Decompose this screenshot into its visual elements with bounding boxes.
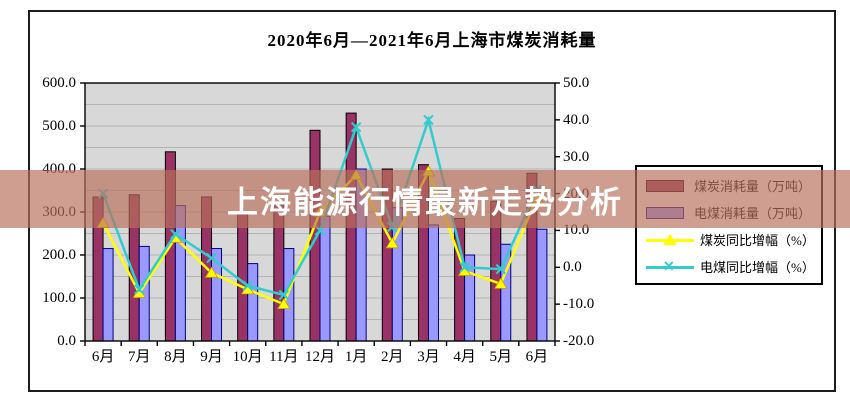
- x-marker: [495, 263, 506, 275]
- x-marker: [242, 280, 253, 291]
- triangle-marker: [385, 237, 400, 249]
- x-axis-month-label: 12月: [304, 349, 335, 365]
- right-axis-tick-label: 0.0: [563, 259, 582, 276]
- bar: [237, 213, 249, 342]
- x-axis-month-label: 4月: [453, 349, 476, 365]
- x-axis-month-label: 2月: [381, 349, 404, 365]
- right-axis-tick-label: 50.0: [563, 75, 590, 91]
- triangle-marker-icon: [663, 233, 677, 245]
- bar: [536, 228, 548, 342]
- legend-item-label: 电煤同比增幅（%）: [700, 260, 815, 275]
- x-axis-month-label: 11月: [269, 349, 299, 365]
- bar: [247, 263, 259, 342]
- legend-line-swatch-icon: ✕: [646, 257, 694, 274]
- triangle-marker: [204, 266, 219, 278]
- x-axis-month-label: 1月: [344, 349, 368, 365]
- x-axis-month-label: 8月: [164, 349, 187, 365]
- left-axis-tick-label: 500.0: [42, 118, 76, 134]
- triangle-marker: [277, 297, 291, 310]
- legend-item: ✕ 电煤同比增幅（%）: [637, 253, 821, 280]
- triangle-marker: [494, 277, 508, 289]
- x-marker: [206, 252, 217, 264]
- right-axis-tick-label: -20.0: [563, 333, 595, 349]
- left-axis-tick-label: 600.0: [42, 75, 76, 91]
- x-marker: [350, 122, 362, 133]
- x-marker: [134, 284, 145, 295]
- legend-item-label: 煤炭同比增幅（%）: [700, 233, 815, 248]
- chart-title: 2020年6月—2021年6月上海市煤炭消耗量: [267, 31, 597, 50]
- x-axis-month-label: 10月: [232, 349, 263, 365]
- legend-item: 煤炭同比增幅（%）: [637, 226, 821, 253]
- bar: [427, 224, 439, 342]
- x-axis-month-label: 6月: [525, 349, 549, 365]
- x-axis-month-label: 6月: [91, 349, 115, 365]
- x-marker-icon: ✕: [663, 257, 675, 274]
- bar: [102, 248, 114, 342]
- left-axis-tick-label: 200.0: [42, 247, 76, 263]
- x-axis-month-label: 5月: [489, 349, 513, 365]
- overlay-banner-text: 上海能源行情最新走势分析: [227, 184, 623, 220]
- left-axis-tick-label: 0.0: [57, 333, 76, 349]
- x-marker: [459, 262, 470, 273]
- x-marker: [423, 114, 434, 126]
- x-axis-month-label: 9月: [200, 349, 223, 365]
- right-axis-tick-label: 40.0: [563, 111, 590, 128]
- x-marker: [170, 228, 181, 240]
- left-axis-tick-label: 100.0: [42, 290, 76, 306]
- right-axis-tick-label: -10.0: [563, 296, 595, 313]
- x-axis-month-label: 7月: [127, 349, 151, 365]
- overlay-banner: 上海能源行情最新走势分析: [0, 170, 850, 228]
- legend-line-swatch-icon: [646, 233, 694, 247]
- bar: [319, 215, 331, 342]
- right-axis-tick-label: 30.0: [563, 148, 590, 165]
- x-axis-month-label: 3月: [417, 349, 440, 365]
- x-marker: [278, 289, 290, 301]
